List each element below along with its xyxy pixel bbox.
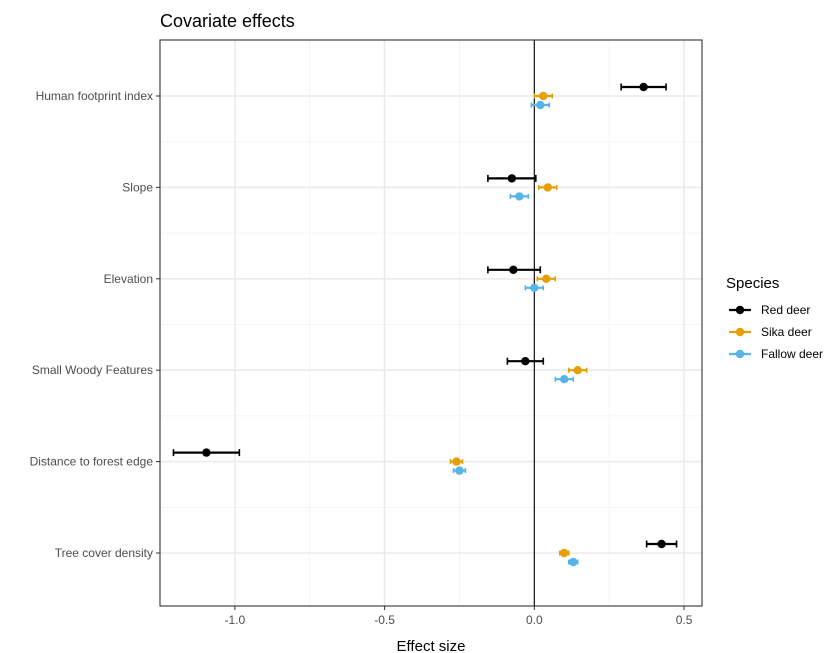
x-axis: -1.0 -0.5 0.0 0.5	[225, 606, 693, 627]
legend-item-red-deer: Red deer	[729, 303, 810, 317]
chart-title: Covariate effects	[160, 11, 295, 31]
y-tick-label: Tree cover density	[55, 546, 153, 560]
point-estimate	[560, 548, 569, 558]
point-estimate	[507, 174, 517, 183]
point-estimate	[530, 283, 539, 292]
series-fallow-deer	[452, 100, 579, 567]
point-estimate	[573, 366, 582, 375]
series-sika-deer	[449, 91, 588, 558]
y-tick-label: Human footprint index	[36, 89, 153, 103]
x-tick-label: 0.5	[676, 613, 693, 627]
point-estimate	[543, 183, 552, 192]
series-red-deer	[172, 82, 678, 549]
x-axis-title: Effect size	[397, 638, 466, 653]
legend-label: Red deer	[761, 303, 810, 317]
point-estimate	[542, 274, 551, 283]
y-tick-label: Distance to forest edge	[30, 455, 154, 469]
point-estimate	[509, 265, 518, 274]
legend-key-point	[735, 305, 745, 315]
y-tick-label: Slope	[122, 180, 153, 194]
plot-panel-border	[159, 39, 703, 607]
legend-item-sika-deer: Sika deer	[729, 325, 812, 339]
y-tick-label: Small Woody Features	[32, 363, 153, 377]
legend-label: Fallow deer	[761, 347, 823, 361]
point-estimate	[521, 357, 530, 366]
x-tick-label: -1.0	[225, 613, 246, 627]
y-tick-label: Elevation	[104, 272, 153, 286]
legend-label: Sika deer	[761, 325, 812, 339]
species-legend: Species Red deer Sika deer Fallow deer	[726, 275, 823, 361]
point-estimate	[539, 91, 548, 101]
y-axis: Human footprint index Slope Elevation Small…	[30, 89, 160, 560]
x-tick-label: 0.0	[526, 613, 543, 627]
major-grid-lines	[160, 40, 702, 606]
point-estimate	[536, 100, 545, 110]
point-estimate	[452, 457, 461, 466]
point-estimate	[515, 192, 524, 201]
point-estimate	[569, 557, 578, 567]
legend-key-point	[735, 327, 745, 337]
legend-item-fallow-deer: Fallow deer	[729, 347, 823, 361]
chart-marks	[172, 82, 678, 567]
legend-title: Species	[726, 275, 779, 292]
point-estimate	[560, 375, 569, 384]
point-estimate	[639, 82, 648, 92]
x-tick-label: -0.5	[374, 613, 395, 627]
point-estimate	[202, 448, 211, 457]
point-estimate	[455, 466, 464, 475]
point-estimate	[657, 539, 666, 549]
legend-key-point	[735, 349, 745, 359]
